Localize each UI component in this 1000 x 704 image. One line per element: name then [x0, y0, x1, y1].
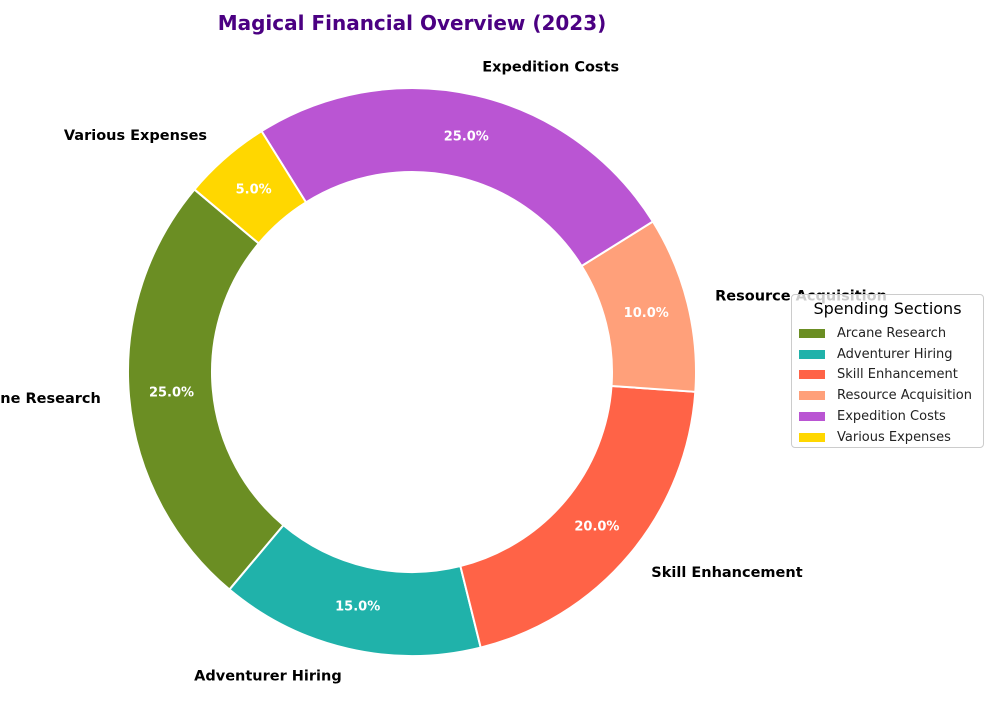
legend-item-arcane-research: Arcane Research	[792, 323, 983, 344]
slice-adventurer-hiring	[228, 523, 482, 657]
legend-item-various-expenses: Various Expenses	[792, 427, 983, 448]
percent-label-resource-acquisition: 10.0%	[624, 306, 669, 321]
slice-various-expenses	[193, 129, 308, 245]
legend-label: Expedition Costs	[837, 409, 946, 425]
legend-item-expedition-costs: Expedition Costs	[792, 406, 983, 427]
legend-item-resource-acquisition: Resource Acquisition	[792, 385, 983, 406]
percent-label-various-expenses: 5.0%	[236, 182, 272, 197]
legend-swatch	[799, 412, 825, 422]
slice-expedition-costs	[260, 87, 655, 268]
legend-label: Resource Acquisition	[837, 388, 972, 404]
slices-group	[127, 87, 697, 657]
slice-label-arcane-research: Arcane Research	[0, 391, 101, 407]
legend-swatch	[799, 391, 825, 401]
legend-item-adventurer-hiring: Adventurer Hiring	[792, 344, 983, 365]
legend-title: Spending Sections	[813, 299, 962, 318]
legend: Spending Sections Arcane Research Adventu…	[791, 294, 984, 448]
legend-label: Adventurer Hiring	[837, 346, 953, 362]
legend-item-skill-enhancement: Skill Enhancement	[792, 365, 983, 386]
slice-label-expedition-costs: Expedition Costs	[482, 60, 619, 76]
chart-title: Magical Financial Overview (2023)	[218, 11, 607, 35]
legend-label: Arcane Research	[837, 325, 947, 341]
legend-swatch	[799, 370, 825, 380]
legend-label: Skill Enhancement	[837, 367, 958, 383]
percent-label-skill-enhancement: 20.0%	[574, 520, 619, 535]
slice-skill-enhancement	[459, 384, 697, 649]
legend-items: Arcane Research Adventurer Hiring Skill En…	[792, 323, 983, 448]
percent-label-arcane-research: 25.0%	[149, 386, 194, 401]
slice-label-various-expenses: Various Expenses	[64, 128, 207, 144]
legend-swatch	[799, 328, 825, 338]
percent-labels-group: 25.0% 15.0% 20.0% 10.0% 25.0% 5.0%	[149, 129, 669, 614]
percent-label-expedition-costs: 25.0%	[444, 129, 489, 144]
percent-label-adventurer-hiring: 15.0%	[335, 600, 380, 615]
slice-label-skill-enhancement: Skill Enhancement	[651, 565, 802, 581]
legend-swatch	[799, 349, 825, 359]
slice-arcane-research	[127, 188, 285, 591]
legend-label: Various Expenses	[837, 429, 951, 445]
slice-label-adventurer-hiring: Adventurer Hiring	[194, 668, 342, 684]
legend-swatch	[799, 432, 825, 442]
